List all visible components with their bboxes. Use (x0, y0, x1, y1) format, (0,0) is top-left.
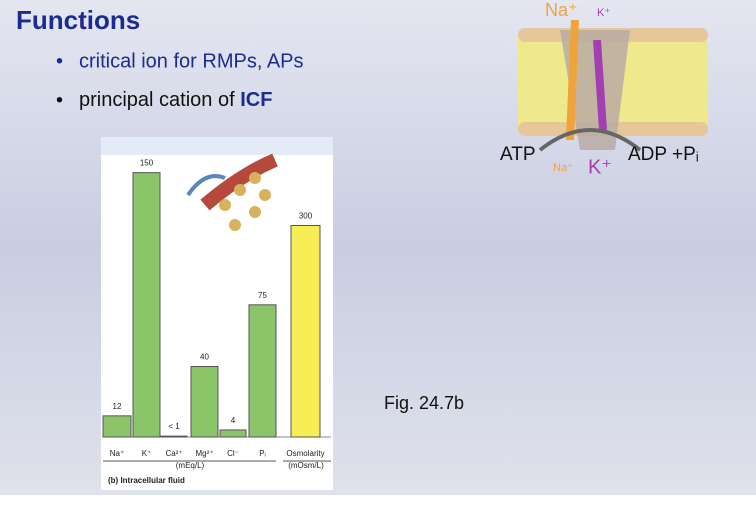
x-tick-label: Cl⁻ (227, 449, 239, 458)
bullet-text: principal cation of (79, 89, 235, 111)
bar (190, 366, 219, 438)
value-label: 75 (258, 291, 267, 300)
bullet: principal cation of ICF (79, 89, 272, 111)
value-label: 150 (140, 159, 154, 168)
pump-label: K⁺ (588, 156, 612, 178)
pump-label: ATP (500, 144, 536, 165)
bullet: critical ion for RMPs, APs (79, 50, 304, 72)
pump-protein (560, 30, 630, 150)
bar (219, 429, 247, 438)
pump-label: Na⁺ (553, 162, 573, 174)
bullet-bold: ICF (240, 89, 272, 111)
cell-illustration (186, 153, 278, 231)
pump-diagram: Na⁺ K⁺ ATP Na⁺ K⁺ ADP +Pᵢ (500, 0, 708, 178)
chart-caption: (b) Intracellular fluid (108, 476, 185, 485)
value-label: 300 (299, 212, 313, 221)
pump-label: K⁺ (597, 7, 610, 19)
na-arrow (566, 19, 579, 141)
x-tick-label: Osmolarity (286, 449, 324, 458)
group-label: (mOsm/L) (288, 461, 324, 470)
pump-label: Na⁺ (545, 0, 578, 20)
bar (248, 304, 277, 438)
x-tick-label: Ca²⁺ (165, 449, 182, 458)
x-tick-label: K⁺ (142, 449, 152, 458)
slide-title: Functions (16, 5, 140, 35)
bullet-dot: • (56, 50, 63, 72)
k-arrow (593, 39, 607, 131)
pump-label: ADP +Pᵢ (628, 144, 699, 165)
x-tick-label: Pᵢ (259, 449, 266, 458)
bar (102, 415, 132, 438)
footer-strip (0, 495, 756, 505)
x-tick-label: Na⁺ (110, 449, 124, 458)
value-label: 12 (113, 402, 122, 411)
bar (132, 172, 161, 438)
value-label: < 1 (168, 422, 180, 431)
group-label: (mEq/L) (176, 461, 205, 470)
value-label: 4 (231, 416, 236, 425)
atp-arrow (538, 128, 642, 152)
figure-label: Fig. 24.7b (384, 393, 464, 413)
value-label: 40 (200, 353, 209, 362)
bullet-dot: • (56, 89, 63, 111)
bar (160, 435, 188, 438)
bar (290, 225, 321, 438)
x-tick-label: Mg²⁺ (196, 449, 214, 458)
chart-header (101, 137, 333, 155)
